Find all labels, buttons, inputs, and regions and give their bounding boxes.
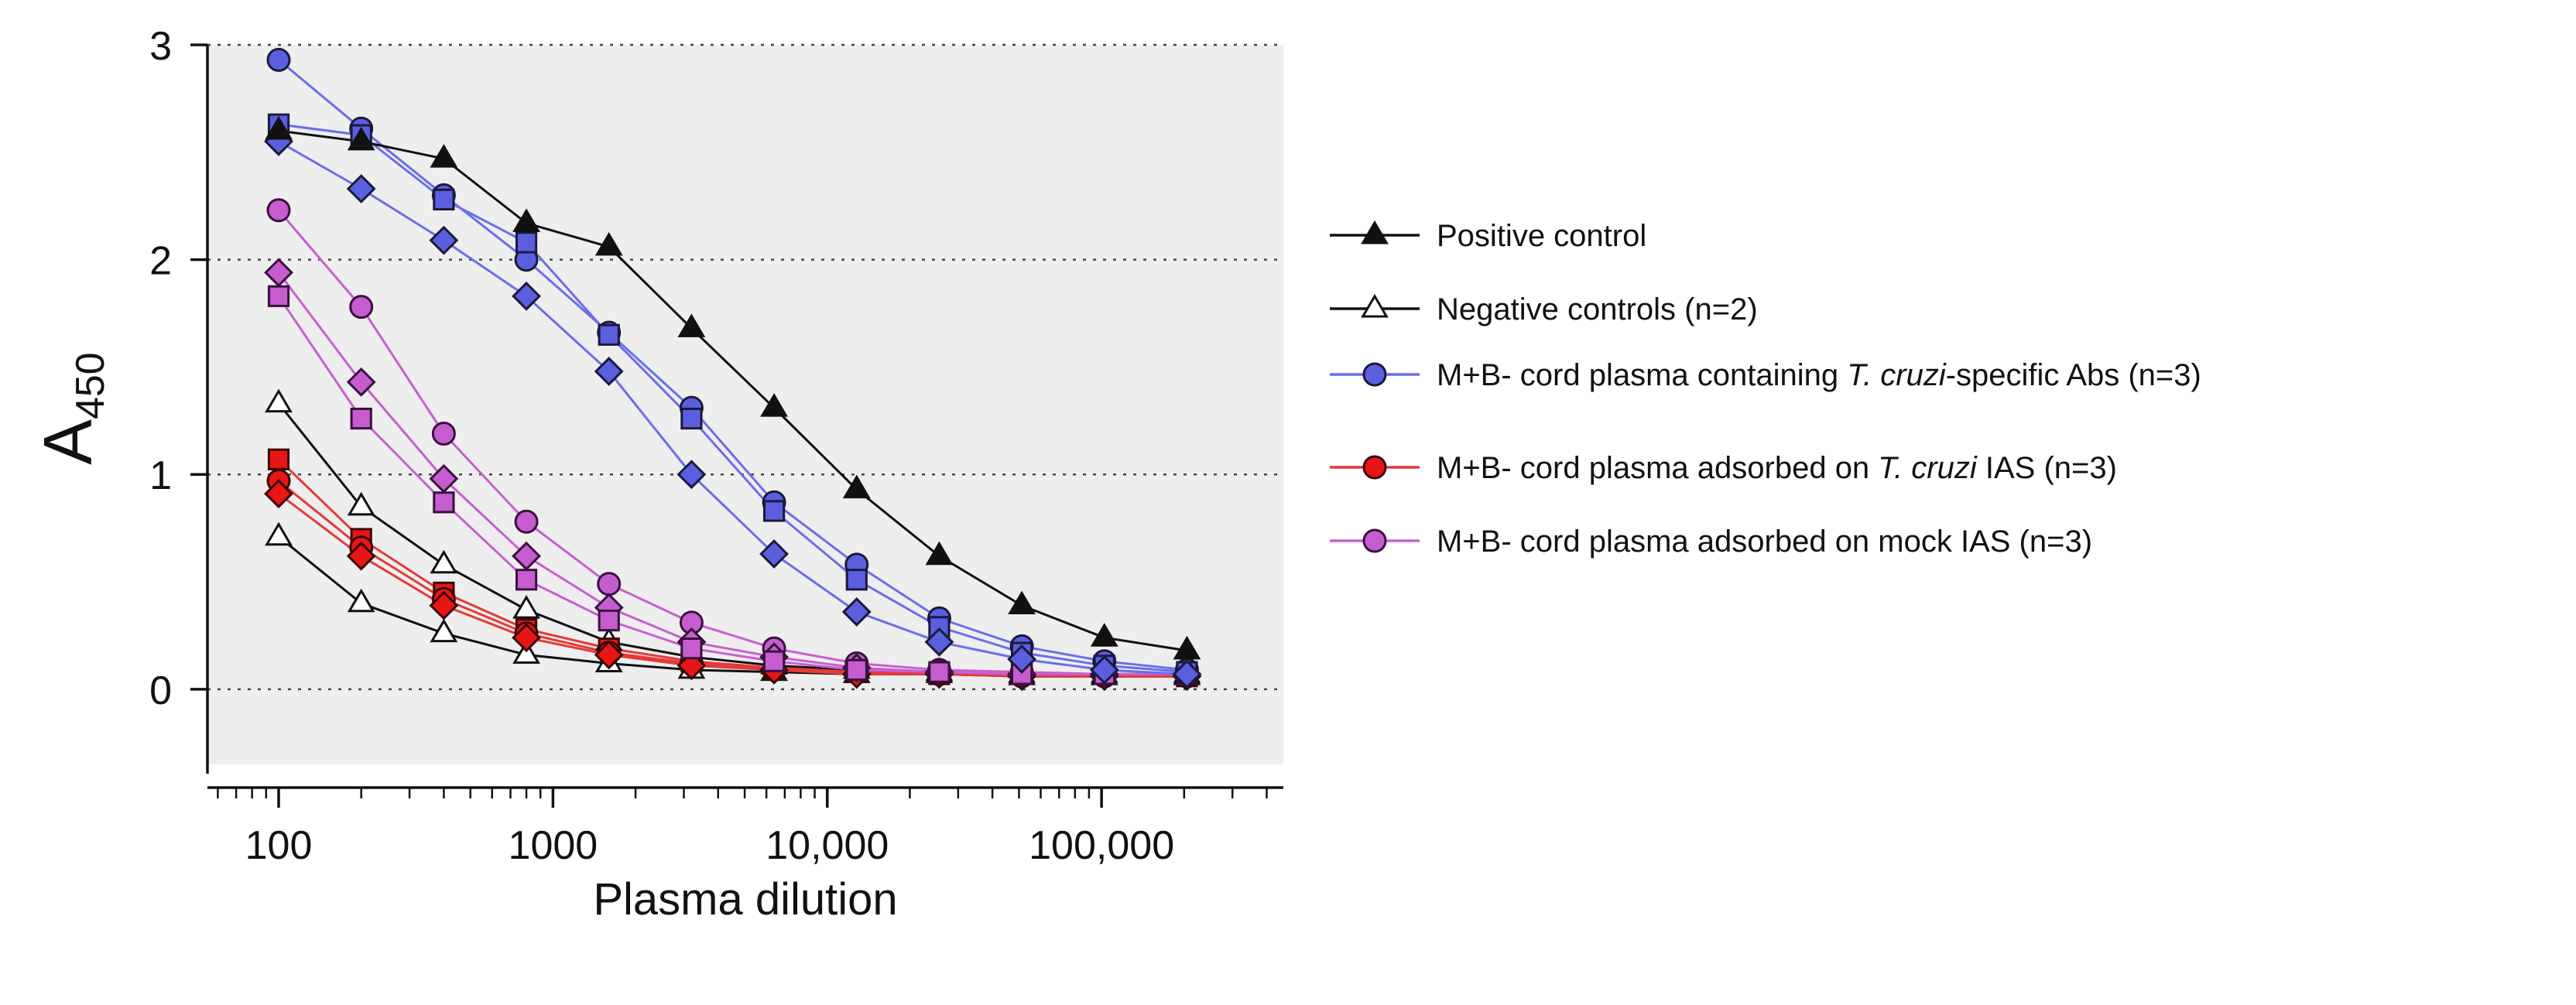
- x-axis-title: Plasma dilution: [593, 874, 897, 925]
- series-line-m-b-cord-plasma-adsorbed-on-mock-ias-n-3-1: [277, 209, 1187, 675]
- data-point-m-b-cord-plasma-containing-t-cruzi-specific-abs-n-3-3-102400: [1089, 655, 1119, 685]
- data-point-m-b-cord-plasma-adsorbed-on-mock-ias-n-3-3-12800: [845, 658, 868, 681]
- data-point-negative-controls-n-2-2-800: [512, 640, 540, 664]
- legend-label-m-b-cord-plasma-adsorbed-on-mock-ias-n-3: M+B- cord plasma adsorbed on mock IAS (n…: [1437, 525, 2092, 559]
- legend-label-m-b-cord-plasma-adsorbed-on-t-cruzi-ias-n-3: M+B- cord plasma adsorbed on T. cruzi IA…: [1437, 451, 2117, 485]
- y-tick-label-0: 0: [149, 668, 172, 713]
- legend-marker-negative-controls-n-2: [1361, 293, 1389, 318]
- data-point-m-b-cord-plasma-adsorbed-on-mock-ias-n-3-3-400: [433, 491, 455, 514]
- data-point-m-b-cord-plasma-adsorbed-on-t-cruzi-ias-n-3-3-100: [264, 479, 293, 509]
- data-point-m-b-cord-plasma-containing-t-cruzi-specific-abs-n-3-2-6400: [762, 500, 786, 522]
- data-point-positive-control-1-800: [512, 208, 540, 232]
- data-point-m-b-cord-plasma-adsorbed-on-mock-ias-n-3-3-1600: [598, 609, 620, 632]
- data-point-m-b-cord-plasma-adsorbed-on-mock-ias-n-3-1-200: [349, 295, 374, 320]
- x-tick-label-10-000: 10,000: [766, 823, 889, 868]
- data-point-positive-control-1-3200: [677, 313, 706, 337]
- data-point-m-b-cord-plasma-containing-t-cruzi-specific-abs-n-3-3-12800: [841, 597, 872, 627]
- data-point-positive-control-1-200: [347, 126, 375, 151]
- data-point-m-b-cord-plasma-adsorbed-on-mock-ias-n-3-1-800: [514, 509, 539, 534]
- data-point-m-b-cord-plasma-adsorbed-on-mock-ias-n-3-3-200: [350, 407, 372, 430]
- data-point-m-b-cord-plasma-adsorbed-on-mock-ias-n-3-3-3200: [680, 637, 703, 660]
- data-point-m-b-cord-plasma-containing-t-cruzi-specific-abs-n-3-2-3200: [680, 407, 703, 430]
- data-point-m-b-cord-plasma-containing-t-cruzi-specific-abs-n-3-2-1600: [598, 323, 620, 346]
- data-point-m-b-cord-plasma-containing-t-cruzi-specific-abs-n-3-3-400: [429, 225, 459, 255]
- data-point-m-b-cord-plasma-containing-t-cruzi-specific-abs-n-3-2-800: [515, 231, 538, 254]
- data-point-m-b-cord-plasma-adsorbed-on-t-cruzi-ias-n-3-3-200: [346, 541, 376, 571]
- data-point-m-b-cord-plasma-containing-t-cruzi-specific-abs-n-3-3-204800: [1172, 659, 1202, 689]
- legend-marker-m-b-cord-plasma-adsorbed-on-mock-ias-n-3: [1362, 528, 1387, 553]
- legend-marker-m-b-cord-plasma-adsorbed-on-t-cruzi-ias-n-3: [1362, 455, 1387, 480]
- data-point-m-b-cord-plasma-containing-t-cruzi-specific-abs-n-3-3-800: [512, 281, 541, 311]
- y-tick-label-2: 2: [149, 239, 172, 284]
- series-line-m-b-cord-plasma-containing-t-cruzi-specific-abs-n-3-1: [278, 59, 1187, 672]
- series-line-m-b-cord-plasma-containing-t-cruzi-specific-abs-n-3-2: [278, 123, 1187, 674]
- series-line-m-b-cord-plasma-containing-t-cruzi-specific-abs-n-3-3: [278, 140, 1187, 675]
- data-point-m-b-cord-plasma-containing-t-cruzi-specific-abs-n-3-3-6400: [759, 539, 789, 569]
- y-tick-label-1: 1: [149, 453, 172, 498]
- x-tick-label-100-000: 100,000: [1029, 823, 1174, 868]
- data-point-positive-control-1-400: [430, 144, 458, 168]
- legend: Positive control Negative controls (n=2) M…: [1330, 219, 2201, 559]
- legend-label-negative-controls-n-2: Negative controls (n=2): [1437, 292, 1758, 326]
- data-point-m-b-cord-plasma-adsorbed-on-t-cruzi-ias-n-3-1-100: [267, 448, 290, 470]
- data-point-positive-control-1-12800: [842, 474, 871, 499]
- data-point-m-b-cord-plasma-adsorbed-on-mock-ias-n-3-2-200: [346, 367, 376, 397]
- data-point-m-b-cord-plasma-adsorbed-on-mock-ias-n-3-3-6400: [762, 650, 786, 672]
- x-tick-label-100: 100: [245, 823, 313, 868]
- axes-layer: 0 1 2 3 100 1000 10,000 100,000: [149, 24, 1283, 868]
- data-point-m-b-cord-plasma-adsorbed-on-mock-ias-n-3-1-400: [431, 421, 456, 446]
- data-point-positive-control-1-102400: [1090, 623, 1118, 647]
- data-point-m-b-cord-plasma-adsorbed-on-mock-ias-n-3-3-100: [267, 285, 290, 307]
- data-point-positive-control-1-204800: [1173, 635, 1201, 660]
- data-point-m-b-cord-plasma-containing-t-cruzi-specific-abs-n-3-2-400: [433, 188, 455, 210]
- legend-label-m-b-cord-plasma-containing-t-cruzi-specific-abs-n-3: M+B- cord plasma containing T. cruzi-spe…: [1437, 358, 2201, 392]
- legend-marker-positive-control: [1361, 220, 1389, 244]
- data-point-m-b-cord-plasma-containing-t-cruzi-specific-abs-n-3-3-200: [346, 174, 376, 203]
- data-point-negative-controls-n-2-1-200: [347, 491, 375, 516]
- data-point-positive-control-1-25600: [925, 541, 954, 566]
- data-point-m-b-cord-plasma-containing-t-cruzi-specific-abs-n-3-3-51200: [1007, 644, 1037, 674]
- data-point-positive-control-1-1600: [594, 231, 623, 256]
- data-point-m-b-cord-plasma-containing-t-cruzi-specific-abs-n-3-1-100: [266, 47, 291, 72]
- data-point-positive-control-1-6400: [760, 393, 788, 417]
- data-point-m-b-cord-plasma-adsorbed-on-mock-ias-n-3-1-100: [266, 198, 291, 223]
- data-point-negative-controls-n-2-2-400: [430, 618, 458, 643]
- data-point-m-b-cord-plasma-adsorbed-on-mock-ias-n-3-3-800: [515, 569, 538, 591]
- data-point-negative-controls-n-2-1-400: [430, 549, 458, 574]
- data-point-m-b-cord-plasma-adsorbed-on-t-cruzi-ias-n-3-3-800: [512, 623, 541, 653]
- legend-marker-m-b-cord-plasma-containing-t-cruzi-specific-abs-n-3: [1362, 362, 1387, 387]
- data-point-negative-controls-n-2-2-200: [347, 588, 375, 613]
- series-line-positive-control-1: [278, 129, 1187, 652]
- series-layer: [264, 47, 1202, 692]
- data-point-negative-controls-n-2-2-100: [265, 521, 293, 546]
- data-point-m-b-cord-plasma-adsorbed-on-t-cruzi-ias-n-3-3-400: [429, 590, 459, 620]
- data-point-m-b-cord-plasma-adsorbed-on-mock-ias-n-3-3-25600: [928, 661, 951, 683]
- legend-label-positive-control: Positive control: [1437, 219, 1646, 253]
- data-point-negative-controls-n-2-1-100: [265, 388, 293, 413]
- data-point-negative-controls-n-2-1-800: [512, 595, 540, 619]
- y-tick-label-3: 3: [149, 24, 172, 69]
- data-point-m-b-cord-plasma-containing-t-cruzi-specific-abs-n-3-3-3200: [677, 460, 707, 490]
- data-point-m-b-cord-plasma-containing-t-cruzi-specific-abs-n-3-3-1600: [594, 357, 624, 386]
- data-point-positive-control-1-100: [265, 115, 293, 140]
- data-point-positive-control-1-51200: [1008, 590, 1036, 615]
- data-point-m-b-cord-plasma-adsorbed-on-mock-ias-n-3-1-1600: [597, 572, 622, 597]
- data-point-m-b-cord-plasma-containing-t-cruzi-specific-abs-n-3-2-12800: [845, 569, 868, 591]
- data-point-m-b-cord-plasma-adsorbed-on-t-cruzi-ias-n-3-3-1600: [594, 640, 624, 670]
- x-tick-label-1000: 1000: [509, 823, 598, 868]
- data-point-m-b-cord-plasma-containing-t-cruzi-specific-abs-n-3-3-25600: [924, 627, 954, 657]
- y-axis-title: A450: [29, 352, 113, 464]
